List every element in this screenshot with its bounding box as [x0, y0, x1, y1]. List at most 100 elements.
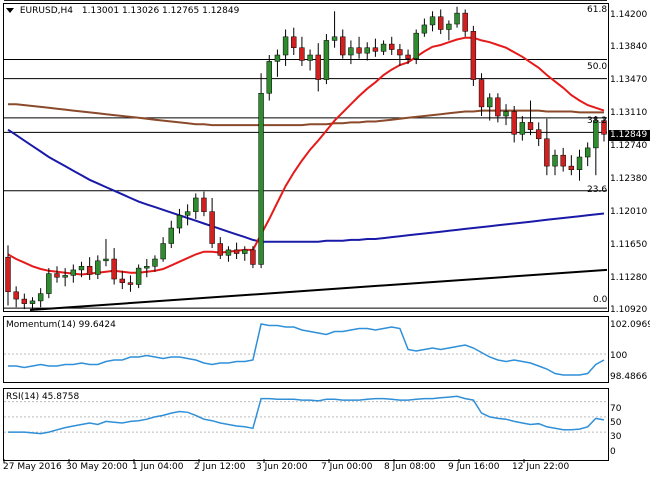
bear-candle: [201, 197, 207, 212]
bear-candle: [5, 256, 11, 293]
bull-candle: [364, 47, 370, 54]
chart-header: EURUSD,H4 1.13001 1.13026 1.12765 1.1284…: [6, 6, 239, 16]
bull-candle: [274, 54, 281, 62]
price-axis-label: 1.12740: [610, 141, 648, 151]
time-axis-label: 9 Jun 16:00: [448, 462, 500, 472]
bull-candle: [503, 111, 509, 117]
trend-line: [29, 268, 608, 311]
bull-candle: [584, 147, 591, 158]
bear-candle: [340, 36, 346, 56]
bear-candle: [478, 79, 485, 108]
bull-candle: [168, 227, 174, 244]
bull-candle: [135, 267, 142, 285]
momentum-axis-label: 98.4866: [610, 372, 648, 382]
sma-slow-line: [7, 128, 605, 243]
bear-candle: [470, 31, 477, 80]
bull-candle: [78, 266, 85, 271]
bear-candle: [405, 54, 411, 59]
price-axis-label: 1.11650: [610, 240, 648, 250]
fibo-level-label: 0.0: [593, 295, 608, 305]
bull-candle: [552, 154, 558, 167]
time-axis-label: 12 Jun 22:00: [512, 462, 570, 472]
sma-fast-line: [7, 36, 605, 276]
momentum-line: [8, 323, 605, 376]
time-axis-label: 1 Jun 04:00: [132, 462, 184, 472]
bear-candle: [86, 266, 93, 275]
bear-candle: [397, 49, 403, 56]
bear-candle: [13, 291, 19, 300]
bull-candle: [242, 249, 248, 254]
bull-candle: [413, 32, 419, 59]
bull-candle: [193, 197, 199, 212]
bear-candle: [21, 298, 28, 304]
bull-candle: [323, 40, 330, 80]
bear-candle: [462, 12, 468, 32]
rsi-axis-label: 30: [610, 432, 622, 442]
bear-candle: [209, 211, 215, 244]
momentum-axis-label: 100: [610, 351, 628, 361]
price-axis-label: 1.13840: [610, 42, 648, 52]
bull-candle: [421, 24, 428, 34]
bear-candle: [389, 43, 395, 50]
price-axis-label: 1.13470: [610, 75, 648, 85]
bull-candle: [46, 273, 52, 294]
bull-candle: [95, 260, 101, 275]
price-axis-label: 1.11280: [610, 273, 648, 283]
bear-candle: [250, 249, 256, 265]
bull-candle: [331, 36, 338, 41]
symbol-label: EURUSD,H4: [19, 6, 73, 16]
time-axis-label: 27 May 2016: [3, 462, 62, 472]
fibo-level-label: 61.8: [587, 5, 608, 15]
time-axis-label: 8 Jun 08:00: [384, 462, 436, 472]
bear-candle: [217, 243, 223, 256]
momentum-title: Momentum(14) 99.6424: [6, 320, 116, 330]
price-axis-label: 1.13110: [610, 108, 648, 118]
bull-candle: [486, 97, 493, 108]
bull-candle: [429, 16, 436, 26]
bear-candle: [111, 258, 117, 280]
bear-candle: [568, 165, 575, 171]
bull-candle: [307, 54, 313, 61]
time-axis-label: 3 Jun 20:00: [256, 462, 308, 472]
bear-candle: [233, 249, 240, 254]
bull-candle: [144, 266, 150, 269]
bear-candle: [291, 36, 297, 48]
bull-candle: [282, 36, 289, 56]
momentum-pane[interactable]: [3, 316, 609, 383]
bull-candle: [266, 61, 272, 94]
bear-candle: [495, 97, 501, 117]
fibo-level-label: 50.0: [587, 62, 608, 72]
price-axis-label: 1.14200: [610, 10, 648, 20]
bull-candle: [225, 249, 232, 256]
bull-candle: [176, 215, 183, 229]
bull-candle: [184, 211, 191, 216]
bear-candle: [527, 122, 534, 130]
bear-candle: [54, 273, 60, 278]
bull-candle: [152, 258, 158, 267]
rsi-axis-label: 70: [610, 404, 622, 414]
bear-candle: [511, 111, 517, 135]
time-axis-label: 7 Jun 00:00: [321, 462, 373, 472]
momentum-axis-label: 102.0969: [610, 320, 650, 330]
bear-candle: [372, 47, 379, 52]
bull-candle: [348, 47, 354, 56]
bull-candle: [62, 275, 68, 278]
ohlc-values: 1.13001 1.13026 1.12765 1.12849: [81, 6, 240, 16]
time-axis-label: 2 Jun 12:00: [194, 462, 246, 472]
dropdown-arrow-icon[interactable]: [6, 8, 14, 13]
bull-candle: [576, 156, 583, 170]
fibo-level-label: 38.2: [587, 116, 608, 126]
bear-candle: [601, 120, 607, 135]
bull-candle: [160, 243, 166, 260]
rsi-axis-label: 50: [610, 418, 622, 428]
bull-candle: [446, 23, 452, 30]
bull-candle: [593, 120, 599, 149]
bull-candle: [519, 122, 526, 135]
price-axis-label: 1.12380: [610, 174, 648, 184]
rsi-axis-label: 0: [610, 447, 616, 457]
price-axis-label: 1.12010: [610, 207, 648, 217]
bear-candle: [127, 282, 134, 285]
bull-candle: [70, 269, 77, 276]
